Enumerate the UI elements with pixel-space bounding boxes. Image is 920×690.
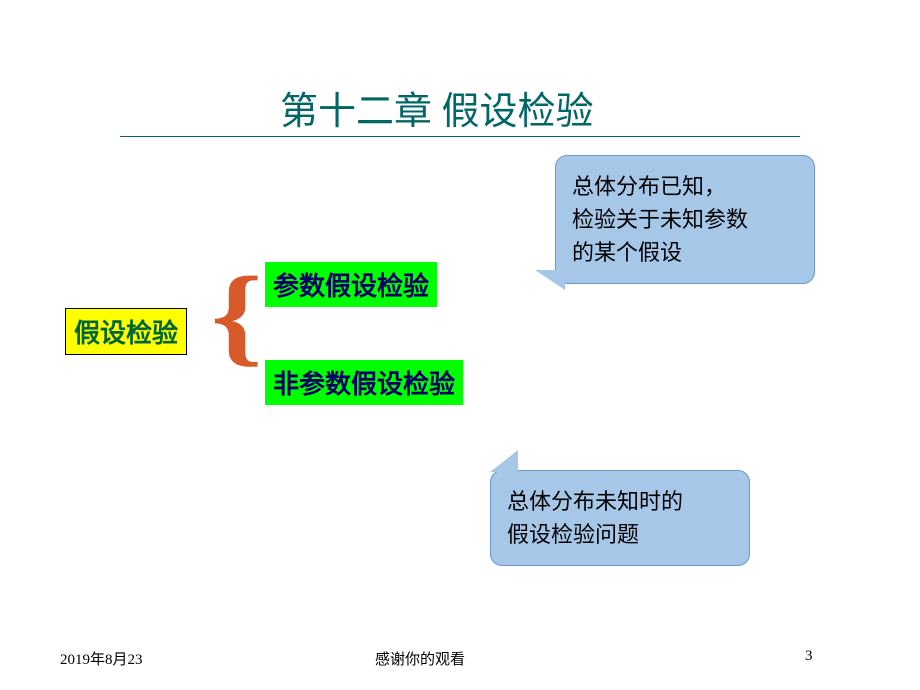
footer-date: 2019年8月23: [60, 648, 143, 669]
callout-parametric-tail: [535, 270, 565, 290]
callout-line: 总体分布已知，: [572, 170, 798, 203]
branch-nonparametric-box: 非参数假设检验: [265, 360, 463, 405]
slide: 第十二章 假设检验 假设检验 { 参数假设检验 非参数假设检验 总体分布已知， …: [0, 0, 920, 690]
slide-title: 第十二章 假设检验: [280, 80, 594, 135]
title-underline: [120, 136, 800, 137]
footer-note: 感谢你的观看: [375, 648, 465, 669]
root-concept-box: 假设检验: [65, 308, 187, 355]
callout-line: 假设检验问题: [507, 518, 733, 551]
callout-parametric: 总体分布已知， 检验关于未知参数 的某个假设: [555, 155, 815, 284]
callout-line: 检验关于未知参数: [572, 203, 798, 236]
callout-line: 总体分布未知时的: [507, 485, 733, 518]
branch-parametric-box: 参数假设检验: [265, 262, 437, 307]
footer-page-number: 3: [805, 648, 813, 665]
callout-nonparametric: 总体分布未知时的 假设检验问题: [490, 470, 750, 566]
callout-line: 的某个假设: [572, 236, 798, 269]
brace-icon: {: [211, 260, 263, 370]
callout-nonparametric-tail: [490, 450, 518, 472]
